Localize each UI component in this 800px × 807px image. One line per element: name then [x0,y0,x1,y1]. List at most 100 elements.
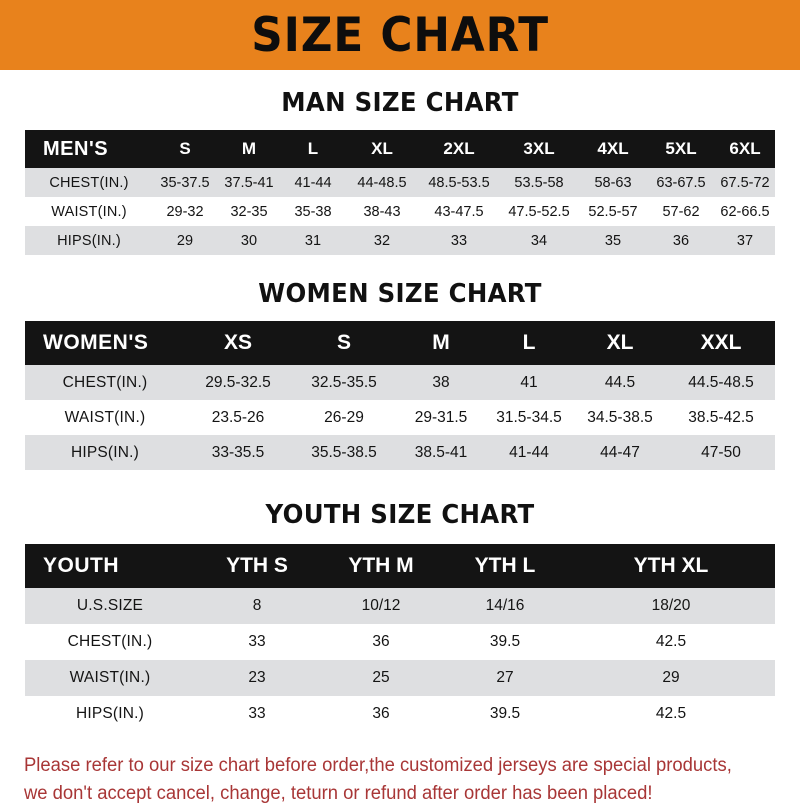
cell: 41 [485,365,573,400]
disclaimer-line-1: Please refer to our size chart before or… [24,755,732,776]
women-size-chart-heading: WOMEN SIZE CHART [258,279,542,309]
cell: 31.5-34.5 [485,400,573,435]
cell: 52.5-57 [579,197,647,226]
column-header-xxl: XXL [667,321,775,365]
man-size-chart-table: MEN'S S M L XL 2XL 3XL 4XL 5XL 6XL CHEST… [25,130,775,255]
cell: 47.5-52.5 [499,197,579,226]
row-label-us-size: U.S.SIZE [25,588,195,624]
column-header-s: S [153,130,217,168]
table-row: WAIST(IN.) 23 25 27 29 [25,660,775,696]
cell: 36 [319,696,443,732]
cell: 67.5-72 [715,168,775,197]
row-label-chest: CHEST(IN.) [25,365,185,400]
table-row: U.S.SIZE 8 10/12 14/16 18/20 [25,588,775,624]
cell: 34.5-38.5 [573,400,667,435]
cell: 57-62 [647,197,715,226]
row-label-waist: WAIST(IN.) [25,400,185,435]
cell: 35.5-38.5 [291,435,397,470]
cell: 38.5-41 [397,435,485,470]
column-header-5xl: 5XL [647,130,715,168]
column-header-l: L [281,130,345,168]
row-label-hips: HIPS(IN.) [25,435,185,470]
column-header-6xl: 6XL [715,130,775,168]
cell: 37.5-41 [217,168,281,197]
table-row: CHEST(IN.) 33 36 39.5 42.5 [25,624,775,660]
cell: 38.5-42.5 [667,400,775,435]
cell: 29.5-32.5 [185,365,291,400]
cell: 23 [195,660,319,696]
cell: 44-47 [573,435,667,470]
cell: 29-32 [153,197,217,226]
cell: 44.5-48.5 [667,365,775,400]
table-row: WAIST(IN.) 23.5-26 26-29 29-31.5 31.5-34… [25,400,775,435]
disclaimer-line-2: we don't accept cancel, change, teturn o… [24,782,653,804]
cell: 36 [647,226,715,255]
column-header-4xl: 4XL [579,130,647,168]
cell: 36 [319,624,443,660]
cell: 41-44 [485,435,573,470]
cell: 58-63 [579,168,647,197]
table-header-row: WOMEN'S XS S M L XL XXL [25,321,775,365]
order-disclaimer: Please refer to our size chart before or… [24,752,753,807]
column-header-l: L [485,321,573,365]
cell: 35-37.5 [153,168,217,197]
column-header-m: M [217,130,281,168]
cell: 44-48.5 [345,168,419,197]
cell: 38 [397,365,485,400]
column-header-yth-m: YTH M [319,544,443,588]
cell: 41-44 [281,168,345,197]
table-row: CHEST(IN.) 29.5-32.5 32.5-35.5 38 41 44.… [25,365,775,400]
row-label-hips: HIPS(IN.) [25,696,195,732]
cell: 30 [217,226,281,255]
cell: 18/20 [567,588,775,624]
table-row: HIPS(IN.) 33-35.5 35.5-38.5 38.5-41 41-4… [25,435,775,470]
man-size-chart-heading: MAN SIZE CHART [281,88,519,118]
cell: 27 [443,660,567,696]
table-row: HIPS(IN.) 29 30 31 32 33 34 35 36 37 [25,226,775,255]
cell: 23.5-26 [185,400,291,435]
cell: 29 [567,660,775,696]
row-label-hips: HIPS(IN.) [25,226,153,255]
youth-size-chart-heading: YOUTH SIZE CHART [265,500,535,530]
column-header-2xl: 2XL [419,130,499,168]
cell: 8 [195,588,319,624]
cell: 38-43 [345,197,419,226]
row-label-waist: WAIST(IN.) [25,197,153,226]
women-corner-label: WOMEN'S [25,321,185,365]
men-corner-label: MEN'S [25,130,153,168]
cell: 62-66.5 [715,197,775,226]
women-size-chart-table: WOMEN'S XS S M L XL XXL CHEST(IN.) 29.5-… [25,321,775,470]
column-header-xl: XL [345,130,419,168]
table-header-row: YOUTH YTH S YTH M YTH L YTH XL [25,544,775,588]
cell: 33-35.5 [185,435,291,470]
cell: 32 [345,226,419,255]
column-header-yth-xl: YTH XL [567,544,775,588]
youth-corner-label: YOUTH [25,544,195,588]
column-header-s: S [291,321,397,365]
cell: 10/12 [319,588,443,624]
cell: 31 [281,226,345,255]
column-header-xl: XL [573,321,667,365]
column-header-yth-l: YTH L [443,544,567,588]
cell: 43-47.5 [419,197,499,226]
cell: 32-35 [217,197,281,226]
row-label-chest: CHEST(IN.) [25,624,195,660]
column-header-3xl: 3XL [499,130,579,168]
cell: 37 [715,226,775,255]
cell: 33 [195,624,319,660]
cell: 25 [319,660,443,696]
size-chart-banner: SIZE CHART [0,0,800,70]
cell: 39.5 [443,624,567,660]
cell: 42.5 [567,624,775,660]
row-label-waist: WAIST(IN.) [25,660,195,696]
column-header-yth-s: YTH S [195,544,319,588]
cell: 42.5 [567,696,775,732]
cell: 35 [579,226,647,255]
table-row: HIPS(IN.) 33 36 39.5 42.5 [25,696,775,732]
cell: 44.5 [573,365,667,400]
cell: 39.5 [443,696,567,732]
cell: 63-67.5 [647,168,715,197]
cell: 26-29 [291,400,397,435]
cell: 29-31.5 [397,400,485,435]
column-header-m: M [397,321,485,365]
